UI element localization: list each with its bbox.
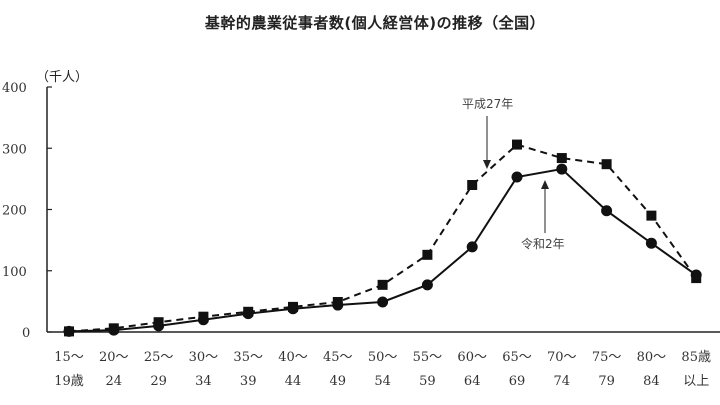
x-tick-label: 74 xyxy=(554,374,571,389)
x-tick-label: 19歳 xyxy=(54,374,84,389)
square-marker xyxy=(422,249,433,260)
x-tick-label: 15～ xyxy=(54,350,84,365)
x-tick-label: 54 xyxy=(374,374,391,389)
x-tick-label: 84 xyxy=(643,374,660,389)
x-tick-label: 50～ xyxy=(368,350,398,365)
y-tick-label: 0 xyxy=(22,326,30,341)
x-tick-label: 44 xyxy=(285,374,302,389)
x-tick-label: 20～ xyxy=(99,350,129,365)
arrowhead-icon xyxy=(483,160,491,169)
x-tick-label: 64 xyxy=(464,374,481,389)
x-tick-label: 85歳 xyxy=(681,350,711,365)
circle-marker xyxy=(63,325,75,337)
circle-marker xyxy=(690,269,702,281)
x-tick-label: 39 xyxy=(240,374,257,389)
x-tick-label: 30～ xyxy=(189,350,219,365)
circle-marker xyxy=(377,296,389,308)
circle-marker xyxy=(466,241,478,253)
y-tick-label: 400 xyxy=(2,81,27,96)
x-tick-label: 以上 xyxy=(683,374,709,389)
square-marker xyxy=(601,159,612,170)
circle-marker xyxy=(108,324,120,336)
circle-marker xyxy=(421,279,433,291)
x-tick-label: 60～ xyxy=(457,350,487,365)
square-marker xyxy=(377,279,388,290)
square-marker xyxy=(556,153,567,164)
square-marker xyxy=(512,139,522,150)
x-tick-label: 35～ xyxy=(233,350,263,365)
circle-marker xyxy=(556,163,568,175)
x-tick-label: 24 xyxy=(106,374,123,389)
x-tick-label: 45～ xyxy=(323,350,353,365)
x-tick-label: 55～ xyxy=(413,350,443,365)
y-tick-label: 100 xyxy=(2,265,27,280)
y-axis-unit-label: （千人） xyxy=(36,70,89,85)
x-tick-label: 49 xyxy=(330,374,347,389)
x-tick-label: 79 xyxy=(598,374,615,389)
circle-marker xyxy=(197,314,209,326)
x-tick-label: 25～ xyxy=(144,350,174,365)
x-tick-label: 34 xyxy=(195,374,212,389)
x-tick-label: 80～ xyxy=(637,350,667,365)
x-tick-label: 59 xyxy=(419,374,436,389)
square-marker xyxy=(646,210,657,221)
circle-marker xyxy=(287,303,299,315)
x-tick-label: 70～ xyxy=(547,350,577,365)
chart-title: 基幹的農業従事者数(個人経営体)の推移（全国） xyxy=(204,14,546,32)
y-tick-label: 300 xyxy=(2,142,27,157)
square-marker xyxy=(467,180,478,190)
circle-marker xyxy=(242,308,254,320)
x-tick-label: 40～ xyxy=(278,350,308,365)
y-tick-label: 200 xyxy=(2,204,27,219)
x-tick-label: 29 xyxy=(150,374,167,389)
x-tick-label: 65～ xyxy=(502,350,532,365)
circle-marker xyxy=(645,237,657,249)
x-tick-label: 75～ xyxy=(592,350,622,365)
circle-marker xyxy=(332,299,344,311)
annotation-label: 令和2年 xyxy=(521,236,565,251)
arrowhead-icon xyxy=(541,180,549,189)
x-tick-label: 69 xyxy=(509,374,526,389)
annotation-label: 平成27年 xyxy=(462,97,513,111)
circle-marker xyxy=(601,205,613,217)
circle-marker xyxy=(511,171,523,183)
circle-marker xyxy=(153,320,165,332)
